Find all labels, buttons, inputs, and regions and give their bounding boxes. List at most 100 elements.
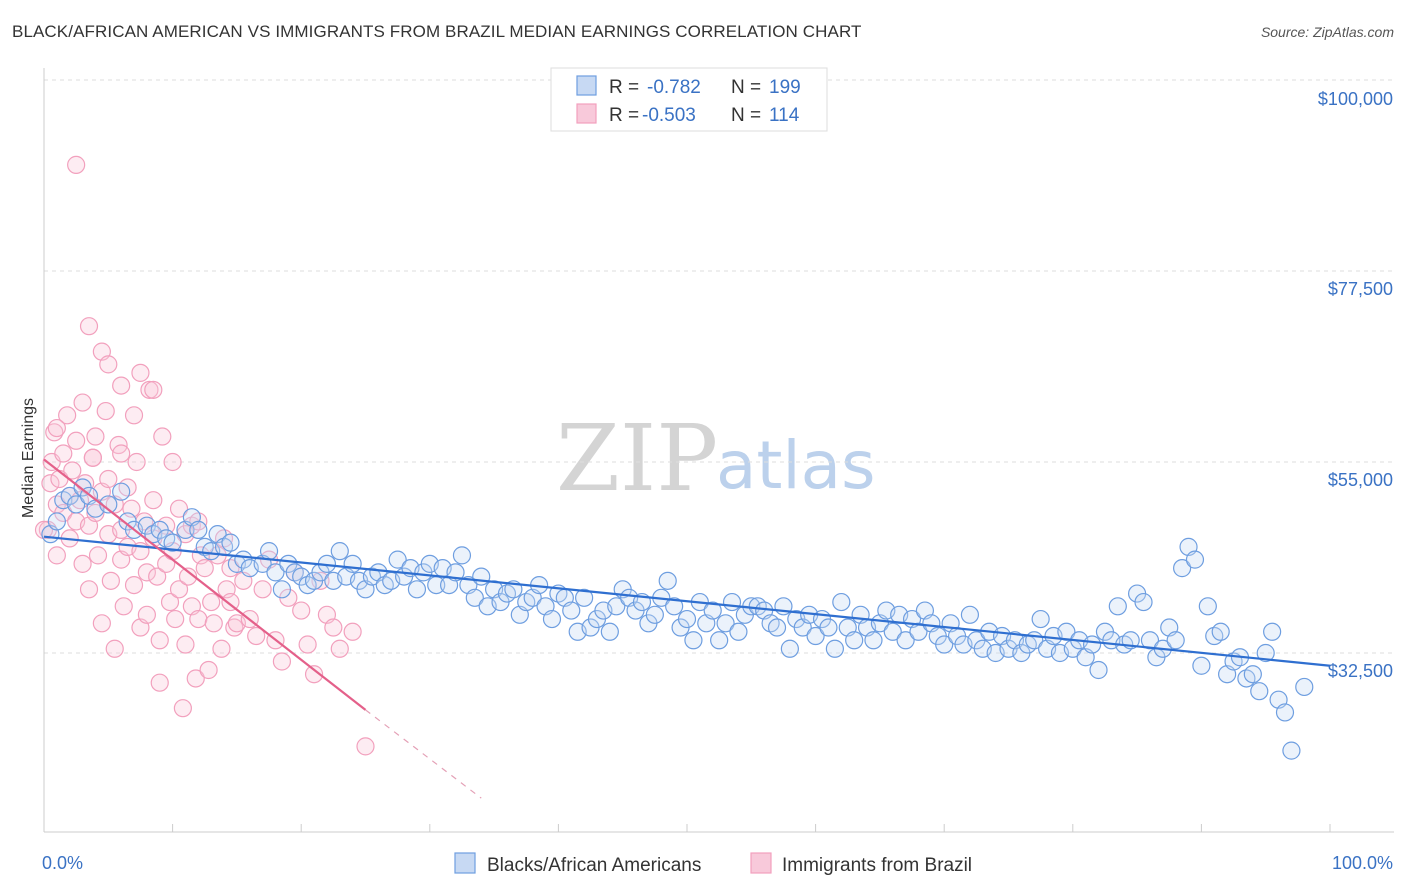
data-point [935, 635, 954, 654]
data-point [1243, 665, 1262, 684]
data-point [176, 635, 195, 654]
data-point [150, 673, 169, 692]
data-point [298, 635, 317, 654]
data-point [163, 452, 182, 472]
y-tick-label: $32,500 [1328, 661, 1393, 681]
data-point [330, 542, 349, 561]
data-point [112, 444, 131, 463]
data-point [67, 495, 86, 514]
series-brazil-points [34, 155, 375, 756]
bottom-legend: Blacks/African Americans Immigrants from… [454, 852, 972, 876]
data-point [114, 597, 133, 616]
data-point [259, 542, 279, 561]
trend-line-brazil [43, 458, 367, 711]
data-point [1256, 643, 1275, 663]
data-point [73, 554, 92, 573]
data-point [99, 355, 118, 374]
data-point [54, 444, 73, 463]
data-point [1185, 550, 1205, 569]
data-point [684, 631, 703, 650]
trend-line-brazil-extension [365, 709, 482, 799]
data-point [99, 495, 118, 514]
data-point [144, 491, 163, 510]
data-point [864, 631, 883, 650]
data-point [1295, 677, 1314, 697]
data-point [1198, 597, 1217, 616]
data-point [575, 588, 594, 607]
watermark-atlas: atlas [716, 427, 876, 504]
legend-r-value-black: -0.782 [647, 77, 701, 98]
data-point [562, 601, 581, 620]
x-tick-label-min: 0.0% [42, 853, 83, 873]
data-point [1173, 559, 1192, 578]
data-point [58, 406, 77, 425]
y-tick-label: $77,500 [1328, 279, 1393, 299]
data-point [896, 631, 915, 650]
data-point [92, 614, 111, 633]
data-point [343, 622, 362, 641]
data-point [356, 737, 375, 756]
data-point [883, 622, 902, 641]
data-point [1166, 631, 1185, 650]
data-point [1192, 656, 1211, 675]
data-point [96, 401, 115, 421]
data-point [388, 550, 407, 569]
data-point [645, 605, 664, 624]
data-point [658, 571, 677, 590]
data-point [173, 699, 192, 718]
data-point [716, 614, 735, 633]
data-point [845, 631, 864, 650]
data-point [124, 575, 144, 595]
data-point [105, 639, 124, 658]
data-point [1263, 622, 1282, 641]
data-point [247, 626, 266, 646]
data-point [101, 571, 120, 590]
data-point [140, 380, 159, 399]
data-point [150, 631, 169, 650]
data-point [112, 376, 131, 395]
data-point [909, 622, 928, 641]
data-point [79, 580, 99, 599]
data-point [1211, 622, 1230, 641]
data-point [1031, 609, 1050, 629]
data-point [163, 533, 182, 552]
data-point [169, 580, 189, 599]
data-point [1082, 635, 1102, 654]
x-axis-ticks [43, 824, 1331, 832]
legend-r-value-brazil: -0.503 [642, 105, 696, 126]
data-point [465, 588, 484, 607]
y-tick-label: $55,000 [1328, 470, 1393, 490]
data-point [304, 665, 324, 684]
data-point [169, 499, 189, 518]
data-point [607, 597, 626, 616]
data-point [266, 563, 285, 582]
data-point [452, 546, 472, 565]
data-point [272, 580, 292, 599]
data-point [47, 512, 66, 531]
data-point [825, 639, 844, 658]
data-point [780, 639, 799, 658]
data-point [1282, 741, 1301, 760]
data-point [960, 605, 980, 624]
watermark-zip: ZIP [556, 405, 718, 512]
legend-n-label: N = [731, 105, 761, 126]
data-point [112, 482, 131, 501]
data-point [212, 639, 231, 658]
data-point [189, 520, 208, 540]
legend-swatch-brazil [576, 103, 597, 124]
data-point [202, 592, 221, 612]
data-point [1134, 592, 1153, 612]
data-point [137, 563, 156, 582]
data-point [292, 601, 311, 620]
data-point [253, 580, 272, 599]
data-point [88, 546, 108, 565]
data-point [195, 559, 214, 578]
data-point [343, 554, 362, 573]
legend-n-value-brazil: 114 [769, 105, 800, 126]
data-point [83, 448, 102, 467]
data-point [127, 452, 146, 472]
data-point [160, 592, 180, 612]
data-point [600, 622, 619, 641]
data-point [124, 406, 144, 425]
